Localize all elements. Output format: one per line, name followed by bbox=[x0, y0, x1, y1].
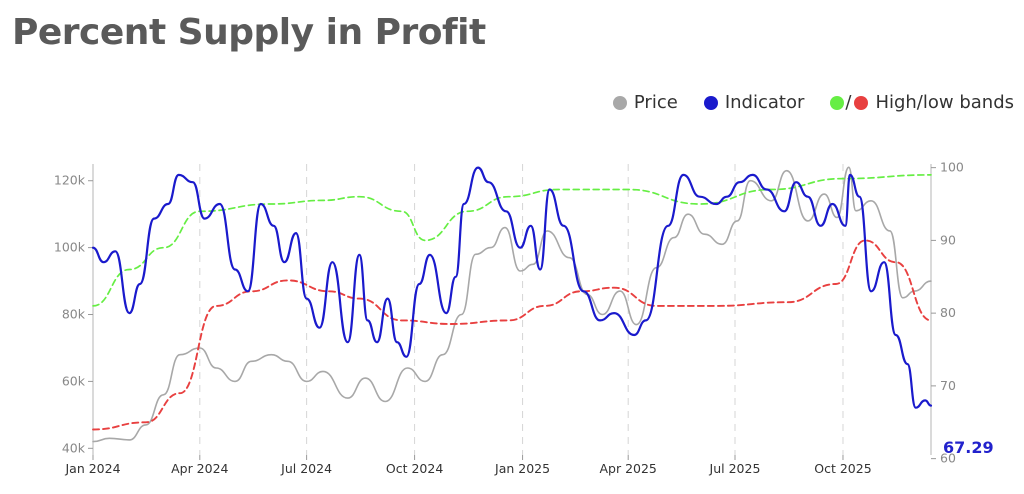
y-right-tick-label: 90 bbox=[940, 232, 956, 247]
series-line-price bbox=[92, 166, 932, 443]
x-tick-label: Jul 2024 bbox=[280, 461, 332, 476]
y-right-tick-label: 60 bbox=[940, 451, 956, 466]
label-layer: 67.29 bbox=[943, 438, 994, 457]
x-tick-label: Apr 2025 bbox=[599, 461, 656, 476]
legend-slash: / bbox=[845, 92, 852, 113]
legend-label-price: Price bbox=[633, 92, 678, 113]
series-line-high-band bbox=[92, 174, 932, 307]
x-tick-label: Oct 2025 bbox=[814, 461, 871, 476]
y-left-tick-label: 80k bbox=[62, 307, 86, 322]
y-left-tick-label: 60k bbox=[62, 373, 86, 388]
legend-item-price[interactable]: Price bbox=[612, 92, 678, 113]
x-tick-label: Jan 2024 bbox=[64, 461, 120, 476]
legend-item-indicator[interactable]: Indicator bbox=[703, 92, 805, 113]
legend-label-bands: High/low bands bbox=[875, 92, 1014, 113]
series-line-low-band bbox=[92, 239, 932, 431]
y-left-tick-label: 40k bbox=[62, 440, 86, 455]
y-right-tick-label: 100 bbox=[940, 160, 964, 175]
axis-layer: Jan 2024 Apr 2024 Jul 2024 Oct 2024 Jan 2025… bbox=[54, 160, 964, 476]
x-tick-label: Apr 2024 bbox=[171, 461, 228, 476]
low-band-legend-dot-icon bbox=[854, 95, 869, 110]
series-line-indicator bbox=[91, 166, 933, 409]
indicator-legend-dot-icon bbox=[703, 95, 718, 110]
x-tick-label: Jan 2025 bbox=[494, 461, 550, 476]
y-left-tick-label: 100k bbox=[54, 240, 86, 255]
y-right-tick-label: 80 bbox=[940, 305, 956, 320]
legend-label-indicator: Indicator bbox=[724, 92, 805, 113]
page-title: Percent Supply in Profit bbox=[12, 12, 486, 53]
y-left-tick-label: 120k bbox=[54, 173, 86, 188]
legend: Price Indicator / High/low bands bbox=[587, 92, 1014, 113]
last-value-label: 67.29 bbox=[943, 438, 994, 457]
x-tick-label: Oct 2024 bbox=[386, 461, 443, 476]
legend-item-bands[interactable]: / High/low bands bbox=[830, 92, 1014, 113]
price-legend-dot-icon bbox=[612, 95, 627, 110]
y-right-tick-label: 70 bbox=[940, 378, 956, 393]
series-layer bbox=[91, 166, 933, 443]
x-tick-label: Jul 2025 bbox=[709, 461, 761, 476]
high-band-legend-dot-icon bbox=[830, 95, 845, 110]
grid-layer bbox=[92, 164, 844, 455]
